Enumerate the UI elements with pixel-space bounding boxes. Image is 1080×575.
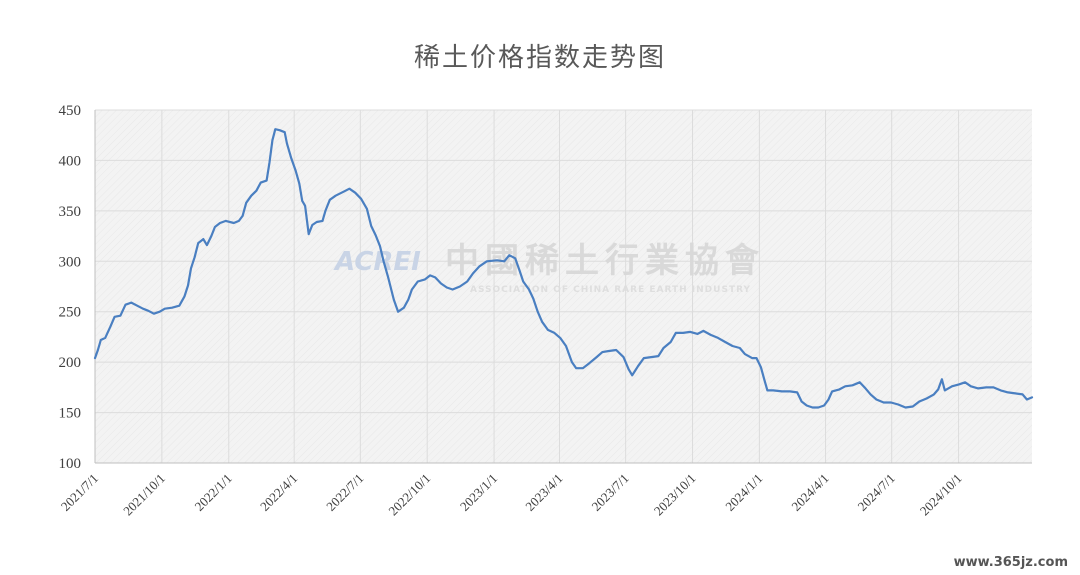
x-tick-label: 2023/10/1 bbox=[651, 471, 699, 519]
x-tick-label: 2022/7/1 bbox=[323, 471, 366, 514]
axes bbox=[94, 110, 1032, 464]
watermark-name-en: ASSOCIATION OF CHINA RARE EARTH INDUSTRY bbox=[470, 285, 751, 295]
x-tick-label: 2022/1/1 bbox=[192, 471, 235, 514]
y-tick-label: 350 bbox=[59, 204, 82, 220]
source-site-label: www.365jz.com bbox=[954, 555, 1068, 570]
x-tick-label: 2022/10/1 bbox=[385, 471, 433, 519]
x-tick-label: 2022/4/1 bbox=[257, 471, 300, 514]
y-axis-ticks: 100 150 200 250 300 350 400 450 bbox=[59, 103, 82, 472]
y-tick-label: 300 bbox=[59, 254, 82, 270]
x-tick-label: 2024/1/1 bbox=[722, 471, 765, 514]
y-tick-label: 100 bbox=[59, 456, 82, 472]
x-tick-label: 2023/1/1 bbox=[457, 471, 500, 514]
x-tick-label: 2021/10/1 bbox=[120, 471, 168, 519]
x-axis-ticks: 2021/7/1 2021/10/1 2022/1/1 2022/4/1 2022/7/… bbox=[58, 471, 965, 519]
x-tick-label: 2023/7/1 bbox=[588, 471, 631, 514]
chart-title: 稀土价格指数走势图 bbox=[414, 43, 666, 73]
x-tick-label: 2024/7/1 bbox=[855, 471, 898, 514]
series-line-0 bbox=[93, 128, 1034, 409]
plot-area bbox=[95, 110, 1032, 463]
series-group bbox=[93, 128, 1034, 409]
x-tick-label: 2023/4/1 bbox=[522, 471, 565, 514]
x-tick-label: 2024/4/1 bbox=[788, 471, 831, 514]
y-tick-label: 250 bbox=[59, 305, 82, 321]
grid-lines bbox=[95, 109, 1032, 463]
watermark-logo: ACREI bbox=[333, 247, 421, 277]
y-tick-label: 200 bbox=[59, 355, 82, 371]
x-tick-label: 2021/7/1 bbox=[58, 471, 101, 514]
y-tick-label: 400 bbox=[59, 153, 82, 169]
y-tick-label: 450 bbox=[59, 103, 82, 119]
y-tick-label: 150 bbox=[59, 406, 82, 422]
x-tick-label: 2024/10/1 bbox=[917, 471, 965, 519]
